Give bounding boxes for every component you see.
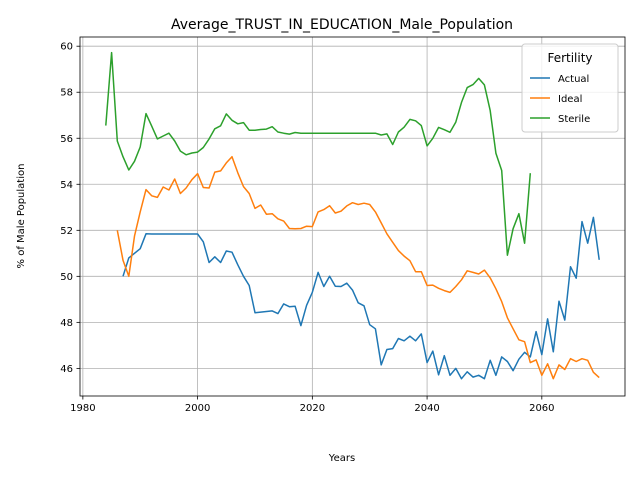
series-line-sterile bbox=[105, 51, 532, 256]
legend-items: Actual Ideal Sterile bbox=[530, 74, 590, 125]
legend-label-sterile: Sterile bbox=[558, 114, 590, 125]
y-tick-label: 60 bbox=[60, 42, 73, 53]
x-tick-label: 2020 bbox=[300, 403, 325, 414]
legend-label-ideal: Ideal bbox=[558, 94, 582, 105]
legend-title: Fertility bbox=[547, 51, 592, 65]
x-tick-label: 2060 bbox=[529, 403, 554, 414]
y-tick-label: 56 bbox=[60, 134, 73, 145]
y-tick-label: 48 bbox=[60, 318, 73, 329]
y-tick-label: 46 bbox=[60, 364, 73, 375]
series-layer bbox=[105, 51, 600, 380]
x-tick-label: 1980 bbox=[70, 403, 95, 414]
x-axis: 1980 2000 2020 2040 2060 bbox=[70, 396, 555, 414]
x-tick-label: 2000 bbox=[185, 403, 210, 414]
chart-title: Average_TRUST_IN_EDUCATION_Male_Populati… bbox=[171, 17, 513, 33]
legend: Fertility Actual Ideal Sterile bbox=[521, 43, 619, 133]
y-axis-title: % of Male Population bbox=[16, 164, 27, 269]
plot-frame bbox=[79, 36, 626, 397]
x-axis-title: Years bbox=[328, 453, 355, 464]
x-tick-label: 2040 bbox=[414, 403, 439, 414]
y-tick-label: 58 bbox=[60, 88, 73, 99]
y-tick-label: 50 bbox=[60, 272, 73, 283]
legend-label-actual: Actual bbox=[558, 74, 589, 85]
y-tick-label: 52 bbox=[60, 226, 73, 237]
y-tick-label: 54 bbox=[60, 180, 73, 191]
y-axis: 46 48 50 52 54 56 58 60 bbox=[60, 42, 80, 375]
series-line-ideal bbox=[116, 155, 600, 380]
legend-box bbox=[521, 43, 619, 133]
